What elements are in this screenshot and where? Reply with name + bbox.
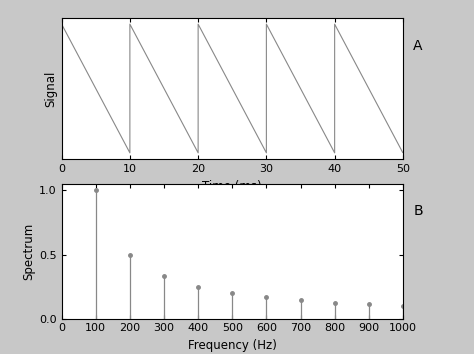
X-axis label: Time (ms): Time (ms) (202, 180, 262, 193)
Y-axis label: Spectrum: Spectrum (22, 223, 35, 280)
X-axis label: Frequency (Hz): Frequency (Hz) (188, 339, 277, 352)
Text: B: B (413, 204, 423, 218)
Y-axis label: Signal: Signal (45, 70, 57, 107)
Text: A: A (413, 39, 423, 53)
